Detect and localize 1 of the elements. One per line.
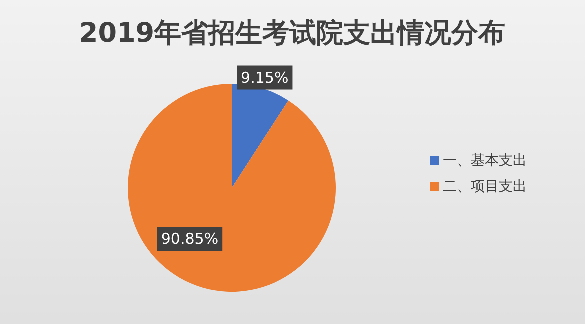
chart-title: 2019年省招生考试院支出情况分布 xyxy=(79,18,506,49)
